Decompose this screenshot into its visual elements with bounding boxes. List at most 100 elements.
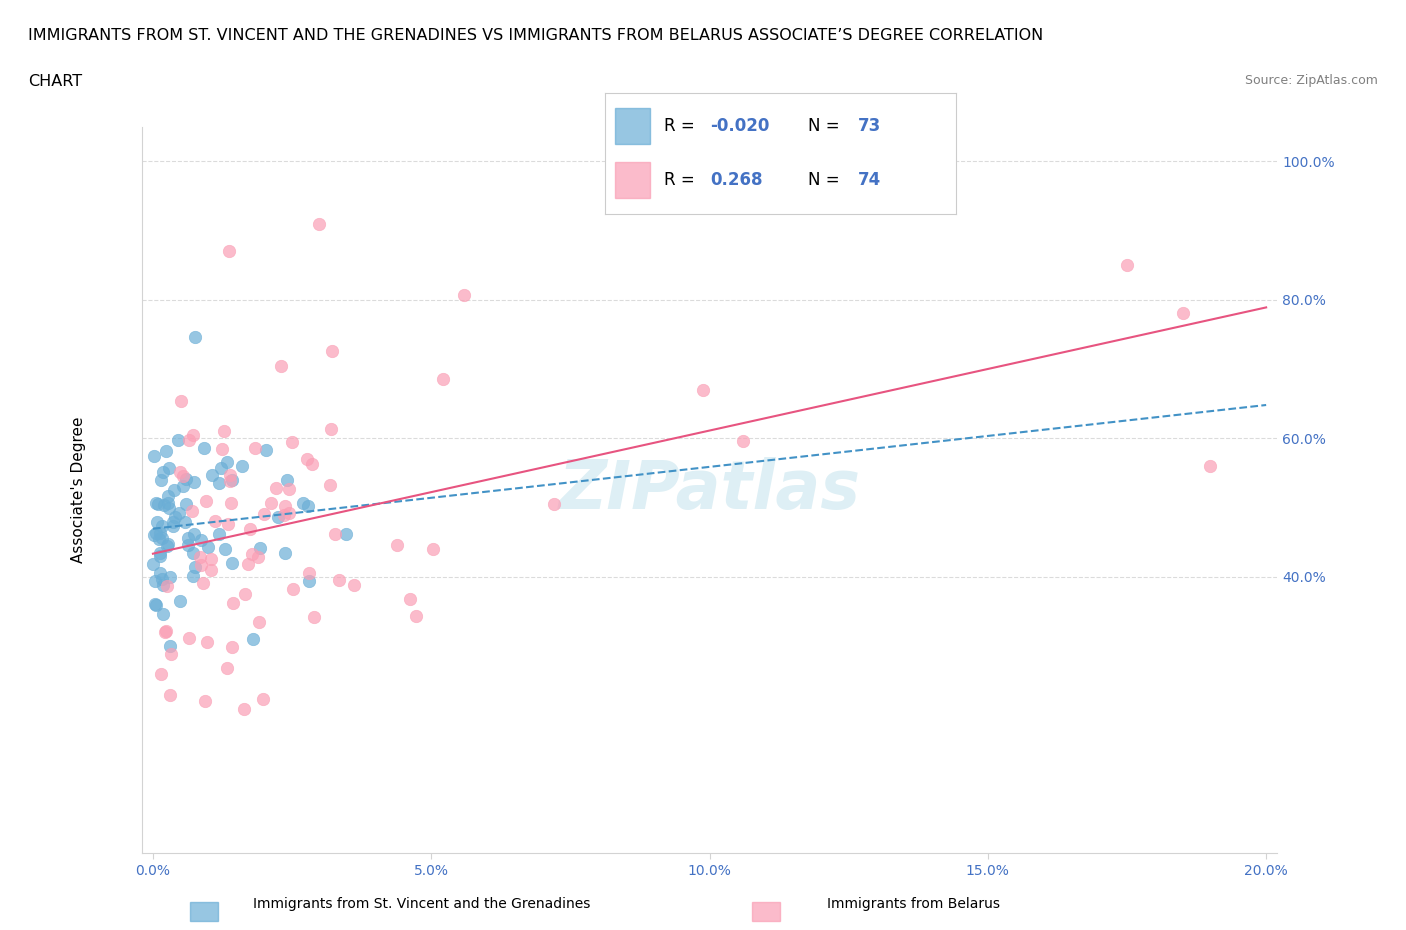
Point [252,692,274,707]
Point [292,496,315,511]
Point [270,359,292,374]
Point [274,498,297,513]
Point [174,472,197,486]
Text: Source: ZipAtlas.com: Source: ZipAtlas.com [1244,74,1378,87]
Point [177,538,200,552]
Point [218,244,240,259]
Point [215,454,238,469]
Point [184,329,207,344]
Text: Immigrants from Belarus: Immigrants from Belarus [827,897,1001,911]
Point [302,609,325,624]
Point [156,488,179,503]
Point [200,562,222,577]
Point [159,570,181,585]
Point [152,578,174,592]
Point [142,448,165,463]
Point [243,440,266,455]
Point [150,530,173,545]
Point [422,542,444,557]
Point [267,510,290,525]
Point [150,667,173,682]
Point [143,528,166,543]
Point [167,432,190,447]
Point [159,687,181,702]
Point [153,625,176,640]
Point [183,474,205,489]
Point [163,510,186,525]
Point [543,497,565,512]
Point [193,576,215,591]
Point [200,551,222,566]
Point [150,473,173,488]
Point [260,496,283,511]
Point [273,508,295,523]
Point [281,581,304,596]
Text: R =: R = [665,171,700,189]
Point [149,525,172,540]
Point [183,526,205,541]
Point [264,481,287,496]
Point [159,646,181,661]
Point [162,518,184,533]
Point [247,550,270,565]
Point [177,530,200,545]
Point [170,393,193,408]
Point [222,596,245,611]
Point [1171,305,1194,320]
Text: -0.020: -0.020 [710,116,769,135]
Point [212,423,235,438]
Point [157,537,180,551]
Point [180,504,202,519]
Text: 0.268: 0.268 [710,171,762,189]
Point [159,638,181,653]
Point [169,594,191,609]
Point [233,586,256,601]
Point [194,694,217,709]
Point [236,556,259,571]
Point [297,498,319,513]
Point [221,495,243,510]
Point [197,539,219,554]
Point [221,640,243,655]
Point [385,538,408,552]
Point [169,465,191,480]
Point [1199,458,1222,473]
Point [217,660,239,675]
Point [209,460,232,475]
Point [177,433,200,448]
Point [399,591,422,606]
Point [190,557,212,572]
Point [193,441,215,456]
Point [172,469,194,484]
Point [146,515,169,530]
Point [298,565,321,580]
Point [157,496,180,511]
Text: CHART: CHART [28,74,82,89]
Point [177,631,200,645]
Point [156,578,179,593]
Point [233,702,256,717]
Point [149,549,172,564]
Point [1116,258,1139,272]
Y-axis label: Associate's Degree: Associate's Degree [72,417,86,564]
Point [200,468,222,483]
Point [146,497,169,512]
Point [149,565,172,580]
Point [323,526,346,541]
Point [295,452,318,467]
Point [150,572,173,587]
Point [208,475,231,490]
Point [195,494,218,509]
Point [181,427,204,442]
Point [183,560,205,575]
Point [256,443,278,458]
Bar [616,162,650,198]
Point [405,609,427,624]
Point [239,522,262,537]
Point [247,614,270,629]
Text: N =: N = [808,171,845,189]
Point [208,527,231,542]
Point [217,517,239,532]
Point [321,421,343,436]
Point [152,464,174,479]
